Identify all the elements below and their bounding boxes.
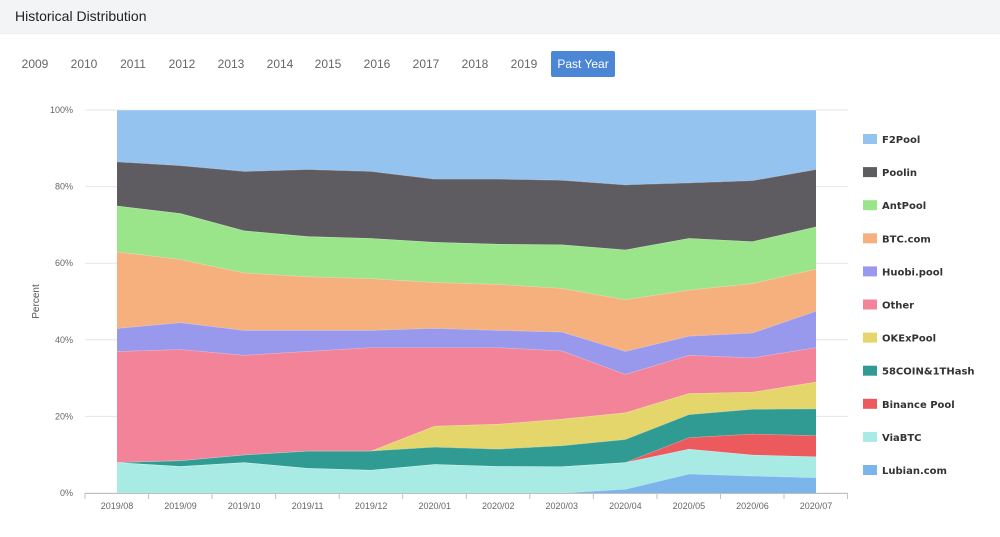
y-axis-title: Percent (31, 284, 42, 319)
year-tab-2016[interactable]: 2016 (363, 57, 391, 71)
area-binance-pool (117, 433, 816, 471)
legend-label-viabtc: ViaBTC (882, 433, 922, 444)
year-tab-2011[interactable]: 2011 (120, 57, 146, 71)
page-header: Historical Distribution (0, 0, 1000, 34)
year-tab-2009[interactable]: 2009 (21, 57, 49, 71)
area-btc-com (117, 251, 816, 352)
legend-label-other: Other (882, 301, 914, 312)
legend-swatch-antpool (863, 200, 877, 211)
legend-swatch-huobi-pool (863, 266, 877, 277)
legend-swatch-btc-com (863, 233, 877, 244)
year-tab-2018[interactable]: 2018 (461, 57, 489, 71)
area-okexpool (117, 381, 816, 463)
legend-label-poolin: Poolin (882, 168, 917, 179)
x-tick-label: 2020/06 (736, 501, 769, 511)
legend-swatch-lubian-com (863, 465, 877, 475)
y-tick-label: 100% (50, 105, 73, 115)
year-tab-2010[interactable]: 2010 (70, 57, 98, 71)
x-tick-label: 2019/09 (164, 501, 197, 511)
year-tab-past-year[interactable]: Past Year (551, 51, 615, 77)
legend-label-f2pool: F2Pool (882, 135, 920, 146)
year-tab-2019[interactable]: 2019 (510, 57, 538, 71)
year-tab-2015[interactable]: 2015 (314, 57, 342, 71)
x-tick-label: 2019/11 (292, 501, 324, 511)
legend-swatch-okexpool (863, 332, 877, 343)
x-tick-label: 2020/04 (609, 501, 642, 511)
legend-label-btc-com: BTC.com (882, 234, 931, 245)
legend-label-antpool: AntPool (882, 201, 926, 212)
area-poolin (117, 161, 816, 250)
legend-label-58coin-1thash: 58COIN&1THash (882, 367, 975, 378)
area-f2pool (117, 110, 816, 185)
area-huobi-pool (117, 311, 816, 375)
y-tick-label: 80% (55, 182, 73, 192)
page-title: Historical Distribution (15, 8, 147, 24)
area-series-group (116, 109, 817, 494)
area-antpool (117, 205, 816, 300)
x-tick-label: 2020/05 (673, 501, 706, 511)
legend-swatch-binance-pool (863, 398, 877, 409)
year-tab-2014[interactable]: 2014 (266, 57, 294, 71)
y-tick-label: 0% (60, 488, 73, 498)
legend-label-binance-pool: Binance Pool (882, 400, 955, 411)
stacked-area-chart: 0% 20% 40% 60% 80% 100% Percent 2019/08 2019/09 2… (31, 105, 975, 511)
legend-swatch-viabtc (863, 431, 877, 442)
legend-swatch-poolin (863, 167, 877, 178)
legend-label-lubian-com: Lubian.com (882, 466, 947, 477)
year-tab-2017[interactable]: 2017 (412, 57, 440, 71)
y-tick-label: 40% (55, 335, 73, 345)
legend-swatch-other (863, 299, 877, 310)
x-tick-label: 2019/08 (101, 501, 134, 511)
legend-swatch-58coin-1thash (863, 365, 877, 376)
area-viabtc (117, 448, 816, 493)
x-tick-label: 2020/07 (800, 501, 833, 511)
area-other (117, 347, 816, 463)
year-tab-2012[interactable]: 2012 (168, 57, 196, 71)
area-lubian-com (117, 473, 816, 493)
area-58coin-1thash (117, 408, 816, 471)
y-tick-label: 60% (55, 258, 73, 268)
year-tab-2013[interactable]: 2013 (217, 57, 245, 71)
area-edge-binance-pool (116, 433, 817, 471)
x-tick-label: 2020/03 (546, 501, 579, 511)
x-tick-label: 2019/10 (228, 501, 261, 511)
y-tick-label: 20% (55, 411, 73, 421)
legend-swatch-f2pool (863, 134, 877, 144)
x-tick-label: 2019/12 (355, 501, 388, 511)
x-tick-label: 2020/02 (482, 501, 515, 511)
legend-label-huobi-pool: Huobi.pool (882, 267, 943, 278)
legend-label-okexpool: OKExPool (882, 334, 936, 345)
x-tick-label: 2020/01 (418, 501, 451, 511)
